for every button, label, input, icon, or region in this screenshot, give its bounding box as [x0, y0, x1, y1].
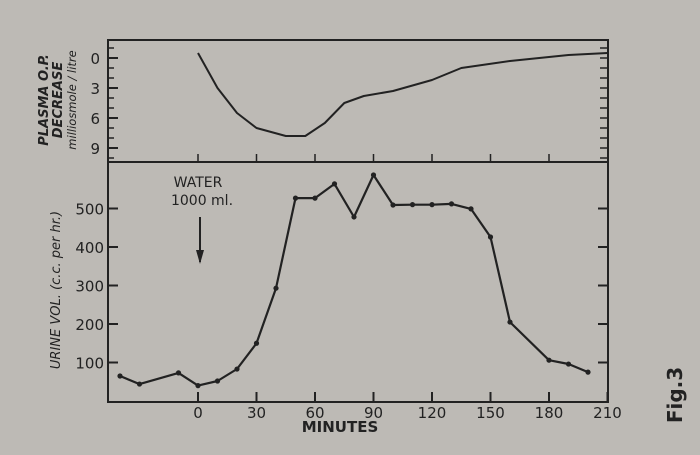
urine-data-point	[429, 202, 435, 208]
urine-y-label: URINE VOL. (c.c. per hr.)	[49, 211, 64, 369]
urine-data-point	[448, 201, 455, 207]
urine-y-tick-label: 500	[75, 201, 104, 219]
urine-x-tick-label: 0	[193, 404, 203, 422]
urine-y-tick-label: 100	[75, 355, 104, 373]
urine-data-point	[175, 370, 182, 376]
urine-panel: 100 200 300 400 500 0 30 60 90 120 150 180 210	[75, 161, 622, 422]
urine-x-tick-label: 210	[593, 404, 622, 422]
plasma-y-tick-label: 3	[90, 80, 100, 98]
urine-data-point	[409, 202, 416, 208]
urine-data-point	[331, 181, 338, 187]
urine-data-point	[585, 369, 591, 375]
arrow-down-icon	[196, 217, 204, 264]
plasma-label-line2: DECREASE	[51, 62, 66, 139]
plasma-y-label: PLASMA O.P. DECREASE milliosmole / litre	[37, 50, 79, 149]
plasma-y-tick-label: 6	[90, 110, 100, 128]
urine-x-tick-label: 120	[418, 404, 447, 422]
annotation-line2: 1000 ml.	[171, 193, 233, 209]
urine-x-tick-label: 90	[364, 404, 383, 422]
plasma-label-line3: milliosmole / litre	[65, 50, 79, 149]
urine-data-point	[195, 383, 201, 389]
urine-x-tick-label: 30	[247, 404, 266, 422]
urine-y-tick-label: 200	[75, 316, 104, 334]
plasma-panel: 0 3 6 9	[90, 39, 609, 163]
urine-data-point	[468, 206, 474, 212]
plasma-y-tick-label: 9	[90, 140, 100, 158]
plasma-series-line	[197, 52, 608, 137]
urine-data-point	[565, 361, 572, 367]
urine-data-point	[370, 172, 377, 178]
annotation-line1: WATER	[174, 175, 223, 191]
urine-data-point	[292, 195, 299, 201]
urine-data-point	[507, 319, 513, 325]
urine-frame	[107, 161, 609, 403]
urine-data-point	[312, 195, 318, 201]
urine-data-point	[351, 214, 357, 220]
urine-y-tick-label: 400	[75, 239, 104, 257]
urine-data-point	[487, 234, 494, 240]
urine-x-tick-label: 150	[476, 404, 505, 422]
urine-data-point	[253, 340, 260, 346]
urine-y-tick-label: 300	[75, 278, 104, 296]
urine-data-point	[546, 357, 552, 363]
urine-x-tick-label: 60	[305, 404, 324, 422]
urine-data-point	[136, 381, 143, 387]
urine-data-point	[117, 373, 123, 379]
urine-x-tick-label: 180	[535, 404, 564, 422]
urine-data-point	[390, 202, 396, 208]
plasma-y-tick-label: 0	[90, 50, 100, 68]
plasma-label-line1: PLASMA O.P.	[37, 54, 52, 146]
urine-data-point	[214, 378, 221, 384]
x-axis-label: MINUTES	[302, 418, 379, 436]
urine-data-point	[273, 285, 279, 291]
urine-data-point	[234, 366, 240, 372]
figure-label: Fig.3	[663, 367, 687, 423]
